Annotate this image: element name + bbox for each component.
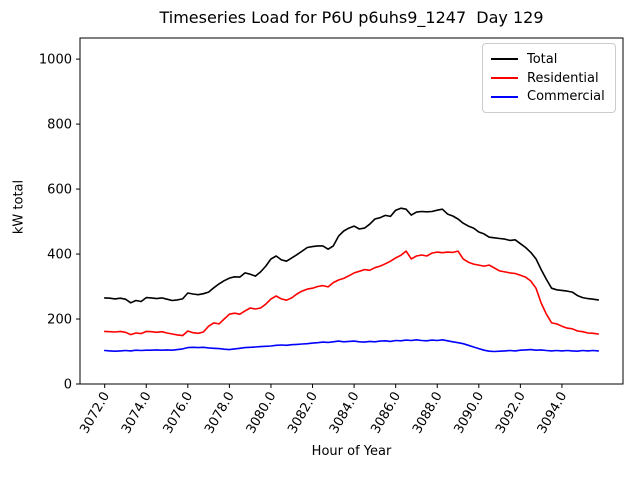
x-tick-label: 3088.0 [410,390,446,437]
x-tick-label: 3072.0 [77,390,113,437]
y-tick-label: 600 [47,183,72,198]
legend-label-total: Total [527,51,558,67]
legend-item-total: Total [491,53,607,66]
y-tick-label: 800 [47,118,72,133]
x-axis-label: Hour of Year [311,444,392,459]
x-tick-label: 3076.0 [161,390,197,437]
x-tick-label: 3086.0 [368,390,404,437]
y-axis-label: kW total [11,179,27,235]
legend-label-residential: Residential [527,70,599,86]
y-tick-label: 400 [47,248,72,263]
residential-line [103,250,600,337]
legend-label-commercial: Commercial [527,89,605,105]
x-tick-label: 3082.0 [285,390,321,437]
x-tick-label: 3080.0 [244,390,280,437]
legend-item-commercial: Commercial [491,90,607,103]
legend: Total Residential Commercial [482,43,616,113]
commercial-line-sample [491,95,518,98]
y-tick-label: 1000 [39,53,72,68]
x-tick-label: 3078.0 [202,390,238,437]
x-tick-label: 3090.0 [452,390,488,437]
x-tick-label: 3094.0 [535,390,571,437]
legend-item-residential: Residential [491,72,607,85]
total-line-sample [491,58,518,61]
x-tick-label: 3092.0 [493,390,529,437]
x-tick-label: 3084.0 [327,390,363,437]
residential-line-sample [491,77,518,79]
y-tick-label: 0 [64,378,72,393]
axes-frame [79,37,624,385]
chart-title: Timeseries Load for P6U p6uhs9_1247 Day … [159,8,544,27]
total-line [103,207,600,304]
x-tick-label: 3074.0 [119,390,155,437]
y-tick-label: 200 [47,313,72,328]
commercial-line [103,338,600,353]
